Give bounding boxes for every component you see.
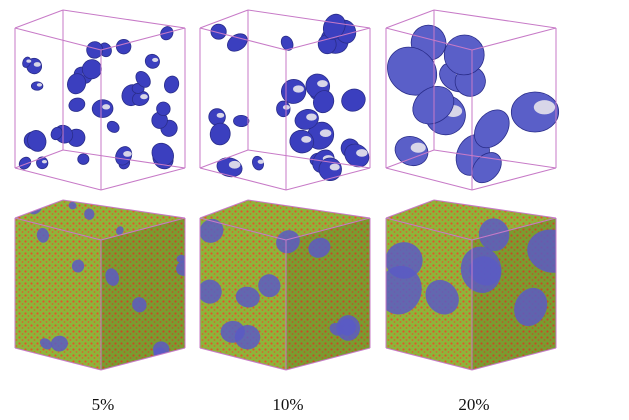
- inclusion: [92, 99, 114, 118]
- inclusion-cut: [123, 151, 132, 157]
- cube-edge: [248, 10, 370, 28]
- inclusion: [209, 122, 232, 146]
- inclusion-cut: [411, 143, 426, 153]
- cube-edge: [101, 168, 185, 190]
- inclusion: [25, 128, 48, 153]
- inclusion-cut: [356, 149, 367, 157]
- inclusion: [162, 74, 180, 94]
- inclusion-cut: [42, 160, 47, 163]
- cube-edge: [434, 10, 556, 28]
- inclusion-cut: [330, 164, 340, 171]
- inclusion-cut: [301, 136, 311, 143]
- cube-edge: [15, 168, 101, 190]
- inclusion: [338, 85, 369, 115]
- inclusion: [233, 115, 249, 126]
- inclusion-cut: [152, 58, 158, 62]
- page: {"panels": [{"label": "5%"}, {"label": "…: [0, 0, 629, 420]
- figure: 5% 10% 20%: [0, 0, 629, 420]
- cube-wireframe: [15, 10, 185, 190]
- inclusion: [224, 30, 250, 55]
- cube-edge: [63, 10, 185, 28]
- cube-edge: [472, 28, 556, 50]
- domain: [163, 206, 174, 216]
- inclusion: [105, 119, 121, 135]
- panel-label: 20%: [458, 395, 489, 414]
- inclusion: [391, 132, 433, 171]
- inclusion: [143, 51, 163, 71]
- inclusion: [67, 96, 86, 113]
- cube-edge: [200, 10, 248, 28]
- inclusion-cut: [293, 85, 304, 92]
- inclusion: [113, 144, 135, 168]
- inclusion-cut: [34, 62, 41, 67]
- cube-wireframe: [378, 10, 559, 190]
- cube-edge: [15, 10, 63, 28]
- inclusion-cut: [26, 60, 31, 63]
- cube-edge: [200, 168, 286, 190]
- cube-edge: [15, 28, 101, 50]
- inclusion-cut: [37, 83, 42, 86]
- cube-right: [101, 218, 185, 370]
- inclusion-cut: [140, 94, 148, 99]
- inclusion-cut: [102, 104, 110, 109]
- inclusion-cut: [534, 100, 555, 114]
- inclusion-cut: [306, 113, 317, 120]
- inclusion: [78, 154, 89, 165]
- inclusion-cut: [317, 80, 328, 87]
- panel-label: 10%: [272, 395, 303, 414]
- inclusion-cut: [229, 161, 240, 169]
- cube-edge: [386, 168, 472, 190]
- inclusion-cut: [258, 160, 264, 164]
- panel-label: 5%: [92, 395, 115, 414]
- cube-solid: [372, 200, 581, 370]
- inclusion-cut: [217, 113, 225, 118]
- cube-solid: [15, 196, 194, 370]
- inclusion-cut: [320, 129, 331, 137]
- cubes: [15, 10, 581, 370]
- cube-wireframe: [200, 10, 373, 190]
- cube-solid: [194, 200, 370, 370]
- inclusion: [114, 37, 133, 56]
- cube-edge: [101, 28, 185, 50]
